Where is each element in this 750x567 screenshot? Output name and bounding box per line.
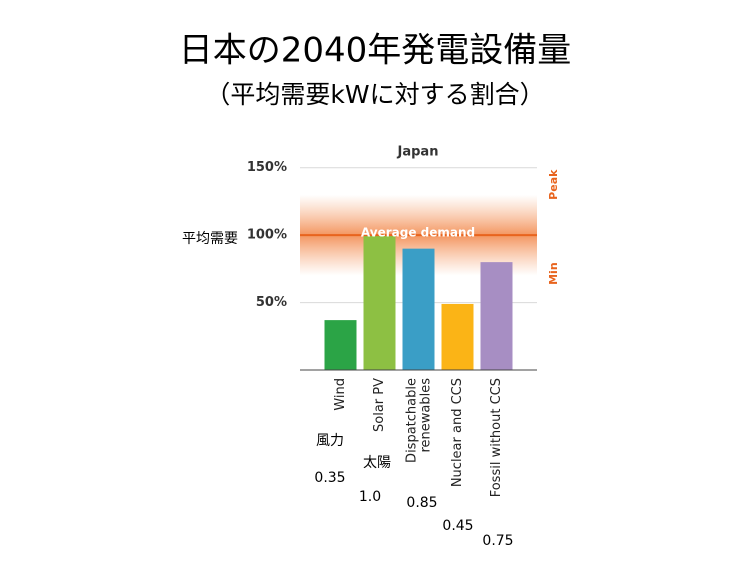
annotation: 0.35 [314, 470, 345, 486]
x-tick-label: Dispatchablerenewables [404, 378, 433, 463]
bar [441, 303, 474, 370]
chart-title: Japan [397, 145, 439, 160]
slide-subtitle: （平均需要kWに対する割合） [205, 80, 544, 109]
min-label: Min [547, 262, 560, 285]
x-tick-label: Fossil without CCS [489, 378, 504, 497]
annotation: 0.85 [406, 495, 437, 511]
bar [363, 235, 396, 370]
annotation: 0.45 [442, 518, 473, 534]
bar [402, 248, 435, 370]
annotation: 0.75 [482, 533, 513, 549]
y-tick-label: 100% [247, 228, 287, 243]
y-tick-label: 50% [256, 295, 287, 310]
y-tick-label: 150% [247, 160, 287, 175]
x-tick-label: Nuclear and CCS [450, 378, 465, 487]
x-tick-label: Solar PV [372, 378, 387, 432]
x-tick-label: Wind [333, 378, 348, 411]
annotation: 太陽 [363, 455, 391, 471]
annotation: 1.0 [359, 489, 381, 505]
annotation: 風力 [316, 433, 344, 449]
peak-label: Peak [547, 169, 560, 200]
average-demand-label: Average demand [361, 226, 475, 240]
bar [324, 320, 357, 370]
average-demand-jp-label: 平均需要 [182, 231, 238, 247]
slide-title: 日本の2040年発電設備量 [179, 31, 572, 71]
bar [480, 262, 513, 370]
